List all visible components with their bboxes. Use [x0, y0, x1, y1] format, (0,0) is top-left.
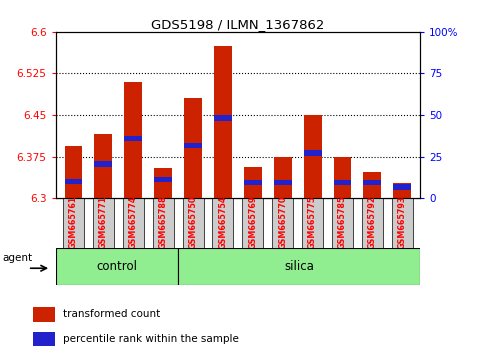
Bar	[94, 135, 113, 198]
Text: GSM665774: GSM665774	[129, 195, 138, 249]
Bar	[393, 183, 411, 198]
Bar	[154, 177, 172, 182]
Bar	[332, 198, 353, 248]
Bar	[274, 180, 292, 185]
Text: GSM665769: GSM665769	[248, 195, 257, 249]
Text: GSM665775: GSM665775	[308, 195, 317, 249]
Text: control: control	[96, 260, 137, 273]
Bar	[154, 168, 172, 198]
Bar	[334, 157, 352, 198]
Bar	[65, 179, 83, 184]
Bar	[363, 180, 382, 185]
Text: percentile rank within the sample: percentile rank within the sample	[63, 334, 239, 344]
Bar	[244, 167, 262, 198]
Text: GSM665788: GSM665788	[158, 195, 168, 249]
Bar	[242, 198, 263, 248]
Bar	[274, 157, 292, 198]
Text: GSM665771: GSM665771	[99, 195, 108, 249]
Bar	[123, 198, 144, 248]
Text: GSM665754: GSM665754	[218, 195, 227, 249]
Bar	[124, 136, 142, 141]
Bar	[304, 115, 322, 198]
Bar	[33, 307, 55, 322]
Bar	[362, 198, 383, 248]
Bar	[184, 143, 202, 148]
Bar	[65, 145, 83, 198]
Text: GSM665770: GSM665770	[278, 195, 287, 249]
Bar	[94, 161, 113, 167]
Bar	[334, 180, 352, 185]
Bar	[178, 248, 420, 285]
Bar	[153, 198, 173, 248]
Bar	[124, 82, 142, 198]
Bar	[304, 150, 322, 155]
Bar	[272, 198, 293, 248]
Bar	[93, 198, 114, 248]
Bar	[393, 184, 411, 190]
Bar	[56, 248, 178, 285]
Text: agent: agent	[3, 253, 33, 263]
Bar	[214, 46, 232, 198]
Bar	[392, 198, 413, 248]
Bar	[302, 198, 323, 248]
Title: GDS5198 / ILMN_1367862: GDS5198 / ILMN_1367862	[151, 18, 325, 31]
Bar	[33, 332, 55, 347]
Bar	[183, 198, 203, 248]
Text: GSM665761: GSM665761	[69, 195, 78, 249]
Text: transformed count: transformed count	[63, 309, 160, 319]
Bar	[63, 198, 84, 248]
Text: GSM665793: GSM665793	[398, 195, 407, 249]
Bar	[363, 172, 382, 198]
Bar	[244, 180, 262, 185]
Text: GSM665792: GSM665792	[368, 195, 377, 249]
Bar	[184, 98, 202, 198]
Text: GSM665750: GSM665750	[188, 195, 198, 249]
Text: GSM665785: GSM665785	[338, 195, 347, 249]
Bar	[213, 198, 233, 248]
Text: silica: silica	[284, 260, 314, 273]
Bar	[214, 115, 232, 121]
